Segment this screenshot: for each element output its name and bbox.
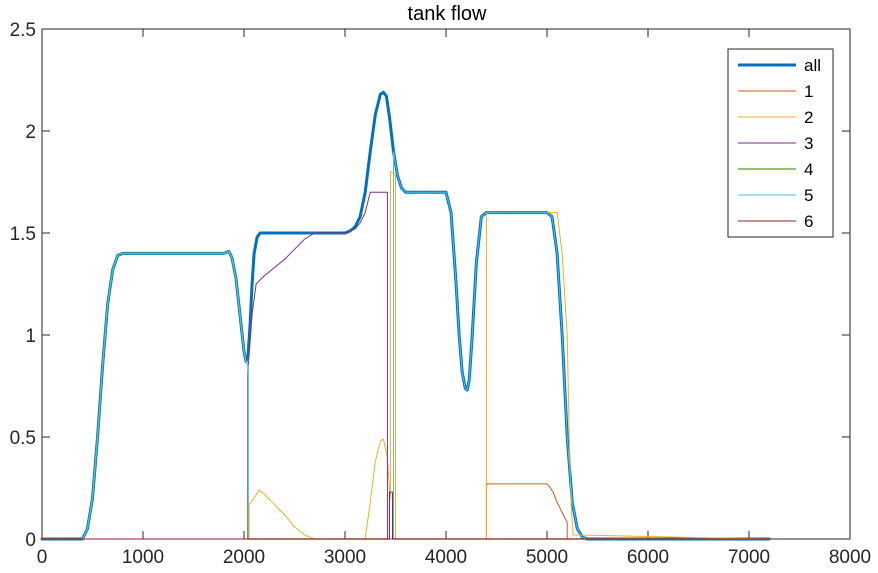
legend-entry-2[interactable]: 2: [804, 108, 813, 127]
x-tick-label: 2000: [223, 547, 265, 568]
legend-entry-all[interactable]: all: [804, 56, 821, 75]
legend-entry-4[interactable]: 4: [804, 160, 813, 179]
legend-entry-3[interactable]: 3: [804, 134, 813, 153]
y-tick-label: 0: [25, 530, 36, 551]
x-tick-label: 1000: [122, 547, 164, 568]
y-tick-label: 2.5: [10, 20, 36, 41]
x-tick-label: 3000: [324, 547, 366, 568]
legend[interactable]: all 1 2 3 4 5 6: [727, 48, 834, 238]
chart-title: tank flow: [408, 3, 487, 25]
legend-entry-1[interactable]: 1: [804, 82, 813, 101]
y-tick-label: 2: [25, 122, 36, 143]
y-tick-label: 1.5: [10, 224, 36, 245]
series-line-3: [41, 191, 770, 540]
y-tick-label: 1: [25, 326, 36, 347]
y-tick-label: 0.5: [10, 428, 36, 449]
legend-entry-6[interactable]: 6: [804, 212, 813, 231]
series-lines: [40, 90, 771, 541]
axis-tick-labels: 0 1000 2000 3000 4000 5000 6000 7000 8000 0 0.5 1 1.…: [10, 20, 872, 568]
x-tick-label: 5000: [526, 547, 568, 568]
x-tick-label: 8000: [829, 547, 871, 568]
axes-box: [41, 28, 851, 540]
series-line-5: [41, 150, 770, 540]
x-tick-label: 7000: [728, 547, 770, 568]
x-tick-label: 6000: [627, 547, 669, 568]
legend-entry-5[interactable]: 5: [804, 186, 813, 205]
x-tick-label: 4000: [425, 547, 467, 568]
x-tick-label: 0: [37, 547, 48, 568]
series-line-6: [41, 491, 770, 540]
